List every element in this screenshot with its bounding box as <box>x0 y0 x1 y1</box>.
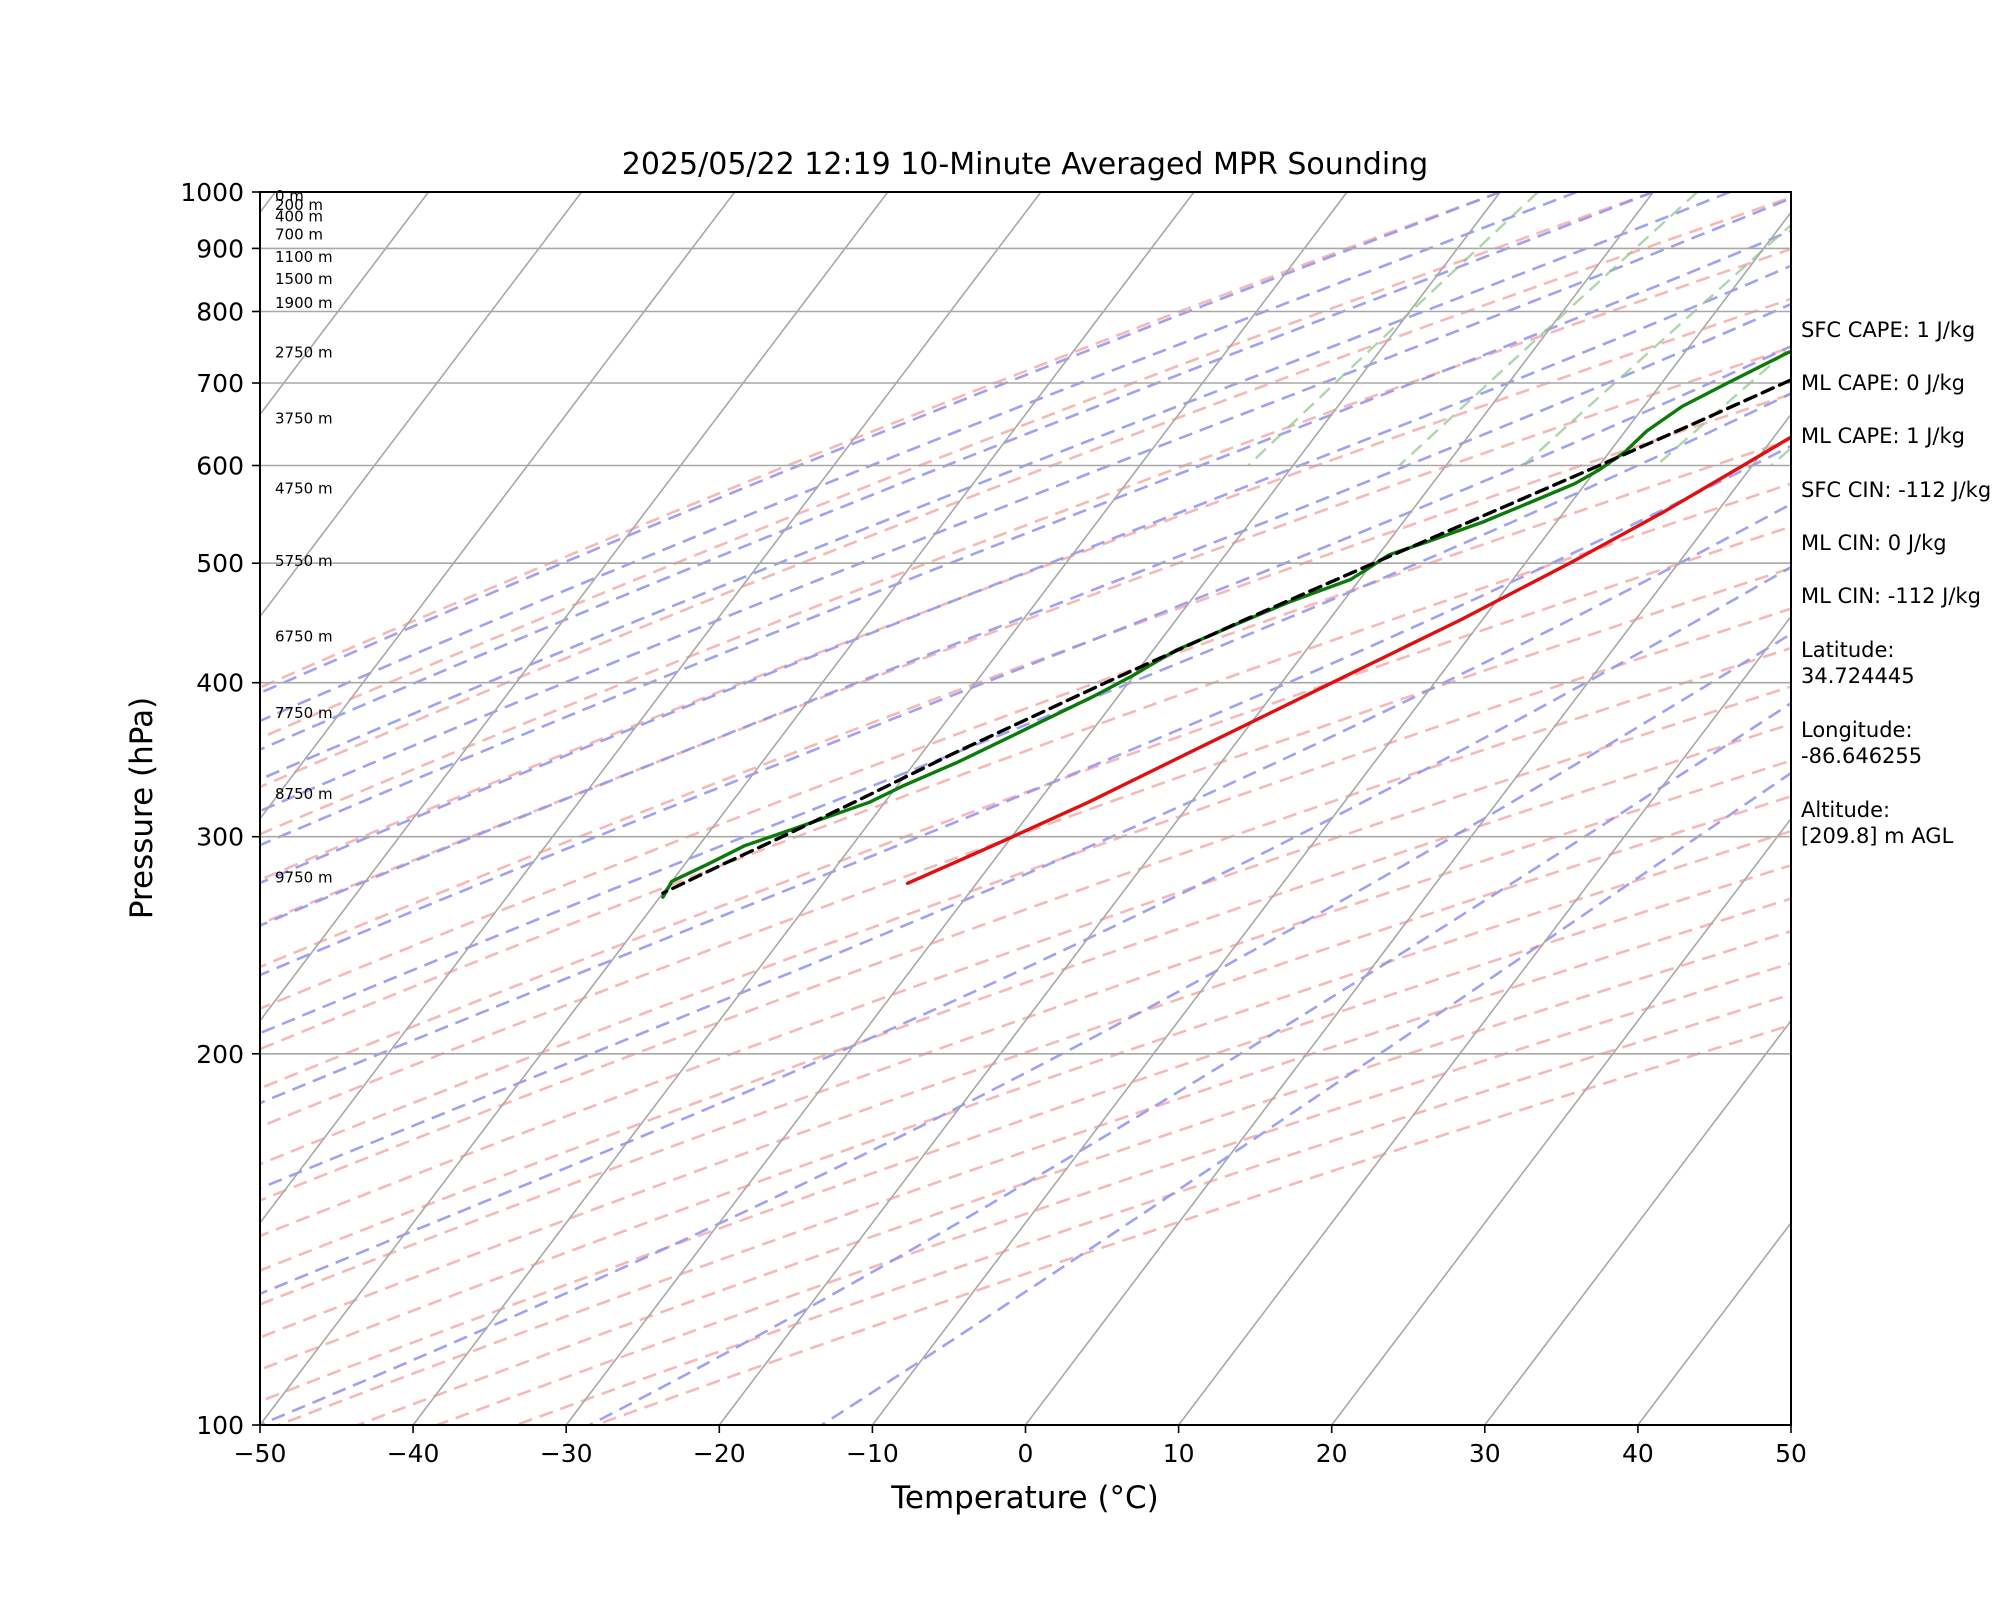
height-label: 9750 m <box>275 869 333 887</box>
axis-ticks: −50 −40 −30 −20 −10 0 10 20 30 40 50 100 200 300 400 50… <box>180 178 1807 1468</box>
x-axis-label: Temperature (°C) <box>890 1480 1159 1516</box>
info-panel: SFC CAPE: 1 J/kg ML CAPE: 0 J/kg ML CAPE: … <box>1801 318 1991 848</box>
height-label: 6750 m <box>275 628 333 646</box>
info-panel-line: ML CAPE: 0 J/kg <box>1801 371 1965 395</box>
y-tick-label: 300 <box>196 823 244 852</box>
height-label: 4750 m <box>275 479 333 497</box>
isotherm <box>413 192 1347 1425</box>
info-panel-line: Longitude: <box>1801 718 1913 742</box>
y-tick-label: 900 <box>196 234 244 263</box>
y-tick-label: 700 <box>196 369 244 398</box>
isotherm <box>107 192 1041 1425</box>
x-tick-label: 50 <box>1775 1439 1807 1468</box>
y-tick-label: 600 <box>196 452 244 481</box>
height-label: 1900 m <box>275 294 333 312</box>
x-tick-label: −20 <box>693 1439 746 1468</box>
info-panel-line: Latitude: <box>1801 638 1895 662</box>
x-tick-label: −40 <box>387 1439 440 1468</box>
info-panel-line: SFC CIN: -112 J/kg <box>1801 478 1991 502</box>
x-tick-label: −30 <box>540 1439 593 1468</box>
x-tick-label: 20 <box>1316 1439 1348 1468</box>
sounding-traces <box>663 196 2000 897</box>
dry-adiabat <box>0 192 2000 1425</box>
moist-adiabat <box>0 192 1883 1425</box>
height-label: 3750 m <box>275 410 333 428</box>
moist-adiabat <box>0 192 1806 1425</box>
y-tick-label: 100 <box>196 1411 244 1440</box>
info-panel-line: [209.8] m AGL <box>1801 824 1954 848</box>
info-panel-line: ML CAPE: 1 J/kg <box>1801 424 1965 448</box>
isotherm <box>0 192 735 1425</box>
reference-lines <box>0 192 2000 1425</box>
dry-adiabat <box>437 192 2000 1425</box>
isotherm <box>260 192 1194 1425</box>
y-tick-label: 500 <box>196 549 244 578</box>
info-panel-line: Altitude: <box>1801 798 1890 822</box>
y-tick-label: 400 <box>196 669 244 698</box>
isotherm <box>0 192 582 1425</box>
x-tick-label: 40 <box>1622 1439 1654 1468</box>
isotherm <box>872 192 1806 1425</box>
height-label: 400 m <box>275 208 323 226</box>
isotherm <box>566 192 1500 1425</box>
info-panel-line: 34.724445 <box>1801 664 1915 688</box>
height-label: 2750 m <box>275 344 333 362</box>
moist-adiabat <box>0 192 1653 1425</box>
info-panel-line: SFC CAPE: 1 J/kg <box>1801 318 1975 342</box>
dewpoint-trace <box>663 196 2000 897</box>
info-panel-line: -86.646255 <box>1801 744 1922 768</box>
y-tick-label: 800 <box>196 298 244 327</box>
height-label: 700 m <box>275 225 323 243</box>
info-panel-line: ML CIN: -112 J/kg <box>1801 584 1981 608</box>
height-label: 1100 m <box>275 248 333 266</box>
isotherm <box>0 192 122 1425</box>
x-tick-label: 30 <box>1469 1439 1501 1468</box>
dry-adiabat <box>596 192 2000 1425</box>
dry-adiabat <box>358 192 2000 1425</box>
dry-adiabat <box>0 192 1806 1425</box>
y-tick-label: 200 <box>196 1040 244 1069</box>
x-tick-label: −10 <box>846 1439 899 1468</box>
height-label: 8750 m <box>275 785 333 803</box>
height-label: 5750 m <box>275 552 333 570</box>
isotherm <box>719 192 1653 1425</box>
moist-adiabat <box>590 192 2000 1425</box>
x-tick-label: −50 <box>234 1439 287 1468</box>
y-axis-label: Pressure (hPa) <box>124 697 160 919</box>
height-label: 1500 m <box>275 270 333 288</box>
y-tick-label: 1000 <box>180 178 244 207</box>
dry-adiabat <box>199 192 2000 1425</box>
info-panel-line: ML CIN: 0 J/kg <box>1801 531 1947 555</box>
x-tick-label: 0 <box>1018 1439 1034 1468</box>
x-tick-label: 10 <box>1163 1439 1195 1468</box>
dry-adiabat <box>120 192 2000 1425</box>
chart-title: 2025/05/22 12:19 10-Minute Averaged MPR … <box>622 147 1428 182</box>
dry-adiabat <box>0 192 1653 1425</box>
height-label: 7750 m <box>275 704 333 722</box>
